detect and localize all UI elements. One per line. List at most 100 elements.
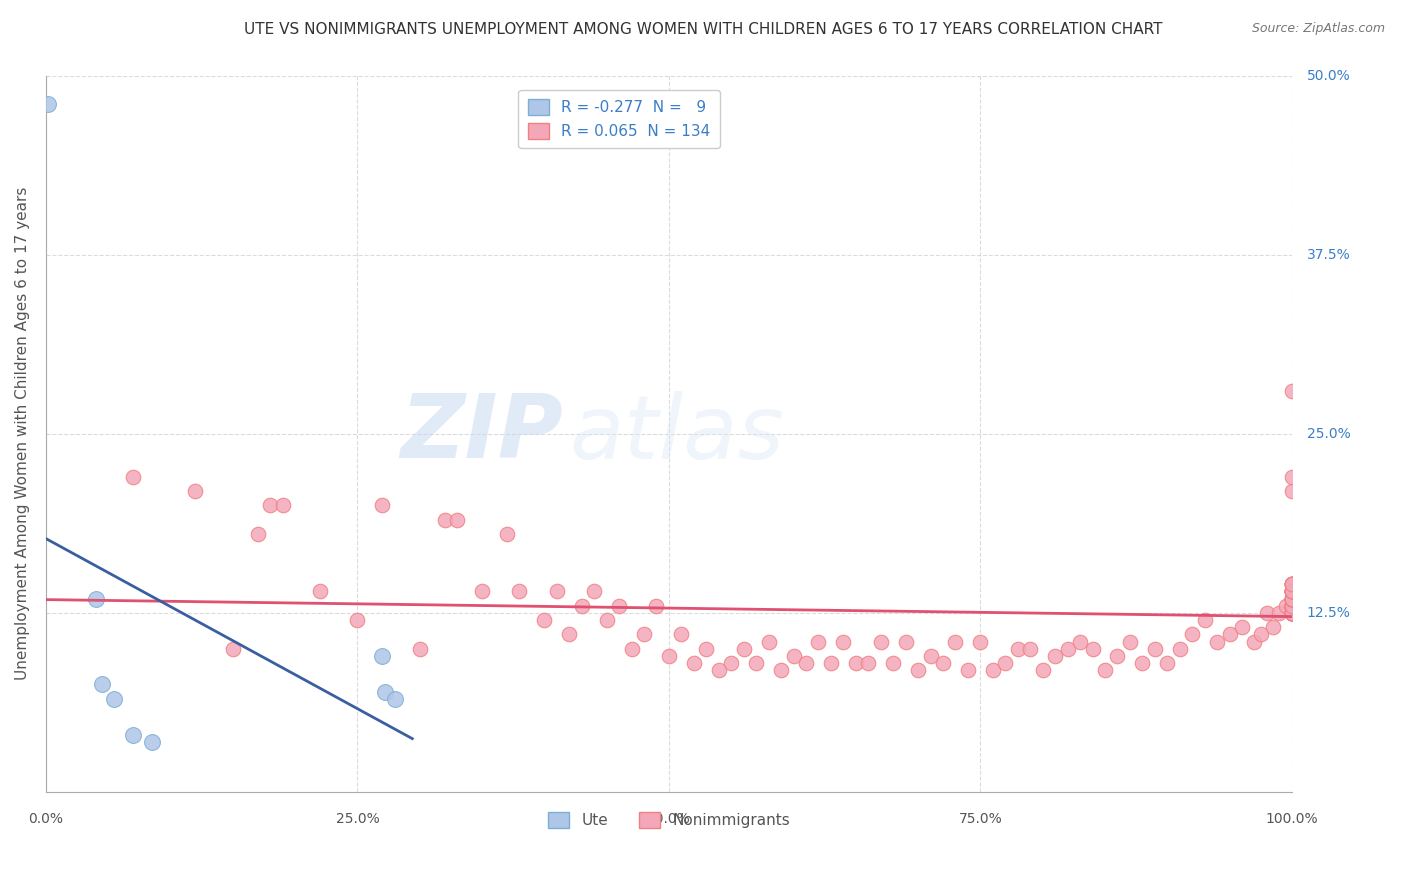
Point <box>571 599 593 613</box>
Point <box>222 641 245 656</box>
Point <box>446 513 468 527</box>
Point <box>371 499 394 513</box>
Point <box>1281 599 1303 613</box>
Point <box>794 656 817 670</box>
Point <box>994 656 1017 670</box>
Point <box>1019 641 1042 656</box>
Text: 0.0%: 0.0% <box>28 812 63 826</box>
Point <box>782 648 804 663</box>
Point <box>620 641 643 656</box>
Text: 25.0%: 25.0% <box>1306 426 1351 441</box>
Point <box>733 641 755 656</box>
Point <box>1281 599 1303 613</box>
Point <box>1069 634 1091 648</box>
Point <box>1281 591 1303 606</box>
Point <box>533 613 555 627</box>
Point <box>595 613 617 627</box>
Point <box>141 735 163 749</box>
Point <box>1094 663 1116 677</box>
Point <box>1281 599 1303 613</box>
Point <box>1281 606 1303 620</box>
Point <box>271 499 294 513</box>
Point <box>969 634 991 648</box>
Text: 37.5%: 37.5% <box>1306 248 1351 261</box>
Point <box>1281 584 1303 599</box>
Point <box>1281 584 1303 599</box>
Text: ZIP: ZIP <box>401 390 562 477</box>
Point <box>607 599 630 613</box>
Point <box>645 599 668 613</box>
Point <box>1281 577 1303 591</box>
Point <box>1281 599 1303 613</box>
Point <box>508 584 530 599</box>
Point <box>1168 641 1191 656</box>
Point <box>546 584 568 599</box>
Point <box>1281 591 1303 606</box>
Point <box>745 656 768 670</box>
Point <box>374 684 396 698</box>
Point <box>707 663 730 677</box>
Point <box>1281 606 1303 620</box>
Text: 50.0%: 50.0% <box>1306 69 1351 83</box>
Point <box>371 648 394 663</box>
Point <box>1281 584 1303 599</box>
Point <box>858 656 880 670</box>
Point <box>1230 620 1253 634</box>
Point <box>1281 584 1303 599</box>
Point <box>1281 484 1303 499</box>
Point <box>1281 606 1303 620</box>
Point <box>122 728 145 742</box>
Point <box>1268 606 1291 620</box>
Point <box>1281 606 1303 620</box>
Point <box>1281 591 1303 606</box>
Point <box>1281 599 1303 613</box>
Point <box>770 663 793 677</box>
Point <box>1281 599 1303 613</box>
Y-axis label: Unemployment Among Women with Children Ages 6 to 17 years: Unemployment Among Women with Children A… <box>15 187 30 681</box>
Point <box>1281 599 1303 613</box>
Text: 50.0%: 50.0% <box>647 812 690 826</box>
Point <box>1281 591 1303 606</box>
Point <box>471 584 494 599</box>
Point <box>720 656 742 670</box>
Point <box>1281 591 1303 606</box>
Text: 12.5%: 12.5% <box>1306 606 1351 620</box>
Point <box>1281 606 1303 620</box>
Point <box>1281 606 1303 620</box>
Point <box>583 584 606 599</box>
Point <box>346 613 368 627</box>
Text: 100.0%: 100.0% <box>1265 812 1319 826</box>
Point <box>758 634 780 648</box>
Point <box>1281 577 1303 591</box>
Point <box>558 627 581 641</box>
Point <box>894 634 917 648</box>
Point <box>1056 641 1078 656</box>
Point <box>1281 577 1303 591</box>
Point <box>1281 577 1303 591</box>
Point <box>1281 606 1303 620</box>
Point <box>1206 634 1229 648</box>
Point <box>1250 627 1272 641</box>
Point <box>1281 606 1303 620</box>
Point <box>820 656 842 670</box>
Point <box>1281 606 1303 620</box>
Point <box>1243 634 1265 648</box>
Point <box>84 591 107 606</box>
Point <box>882 656 904 670</box>
Point <box>682 656 704 670</box>
Point <box>184 484 207 499</box>
Point <box>1281 469 1303 483</box>
Point <box>1281 584 1303 599</box>
Point <box>932 656 955 670</box>
Point <box>1281 577 1303 591</box>
Text: UTE VS NONIMMIGRANTS UNEMPLOYMENT AMONG WOMEN WITH CHILDREN AGES 6 TO 17 YEARS C: UTE VS NONIMMIGRANTS UNEMPLOYMENT AMONG … <box>243 22 1163 37</box>
Text: atlas: atlas <box>569 391 785 476</box>
Point <box>1119 634 1142 648</box>
Point <box>1194 613 1216 627</box>
Point <box>633 627 655 641</box>
Point <box>945 634 967 648</box>
Point <box>1281 606 1303 620</box>
Point <box>981 663 1004 677</box>
Legend: Ute, Nonimmigrants: Ute, Nonimmigrants <box>541 806 796 835</box>
Point <box>671 627 693 641</box>
